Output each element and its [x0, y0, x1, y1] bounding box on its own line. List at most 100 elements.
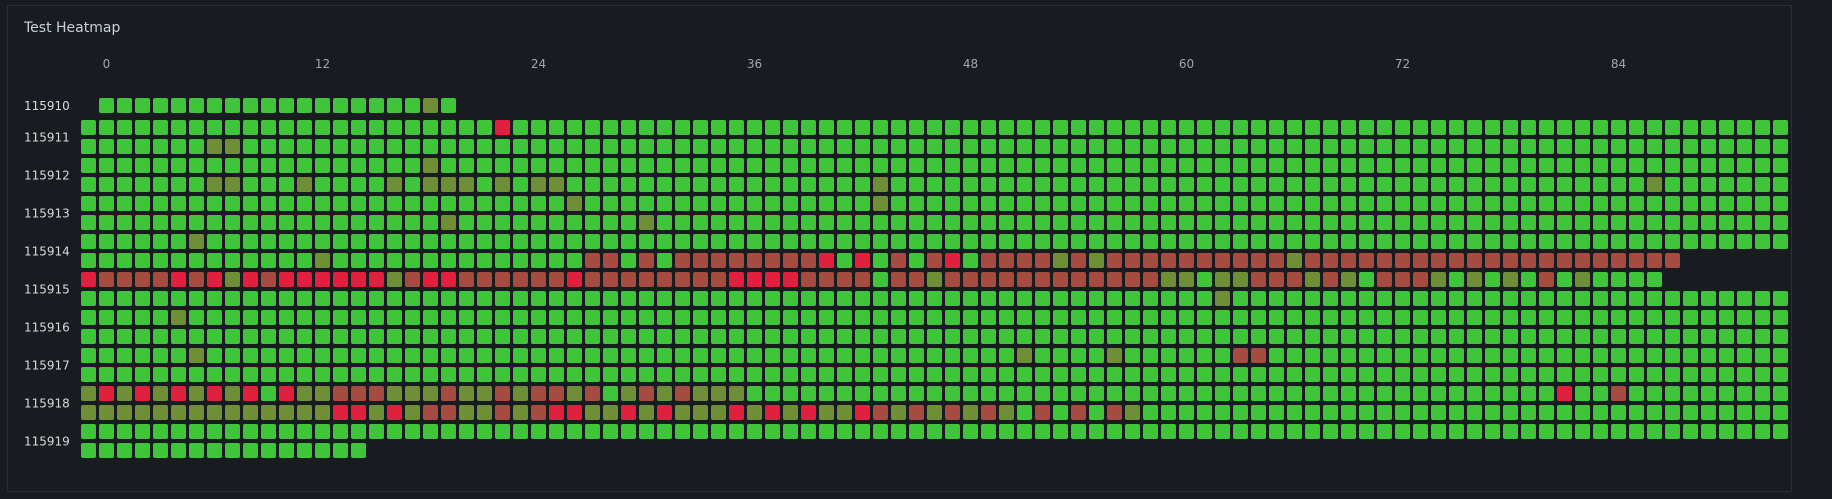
heatmap-cell[interactable] [567, 291, 582, 306]
heatmap-cell[interactable] [603, 139, 618, 154]
heatmap-cell[interactable] [405, 196, 420, 211]
heatmap-cell[interactable] [783, 291, 798, 306]
heatmap-cell[interactable] [477, 424, 492, 439]
heatmap-cell[interactable] [1629, 291, 1644, 306]
heatmap-cell[interactable] [423, 120, 438, 135]
heatmap-cell[interactable] [225, 253, 240, 268]
heatmap-cell[interactable] [567, 215, 582, 230]
heatmap-cell[interactable] [153, 215, 168, 230]
heatmap-cell[interactable] [945, 348, 960, 363]
heatmap-cell[interactable] [1467, 405, 1482, 420]
heatmap-cell[interactable] [1017, 348, 1032, 363]
heatmap-cell[interactable] [99, 443, 114, 458]
heatmap-cell[interactable] [1215, 253, 1230, 268]
heatmap-cell[interactable] [981, 177, 996, 192]
heatmap-cell[interactable] [747, 120, 762, 135]
heatmap-cell[interactable] [153, 272, 168, 287]
heatmap-cell[interactable] [981, 272, 996, 287]
heatmap-cell[interactable] [1215, 196, 1230, 211]
heatmap-cell[interactable] [405, 120, 420, 135]
heatmap-cell[interactable] [297, 424, 312, 439]
heatmap-cell[interactable] [909, 253, 924, 268]
heatmap-cell[interactable] [621, 310, 636, 325]
heatmap-cell[interactable] [999, 405, 1014, 420]
heatmap-cell[interactable] [1161, 196, 1176, 211]
heatmap-cell[interactable] [1071, 424, 1086, 439]
heatmap-cell[interactable] [189, 291, 204, 306]
heatmap-cell[interactable] [1323, 120, 1338, 135]
heatmap-cell[interactable] [1269, 253, 1284, 268]
heatmap-cell[interactable] [693, 139, 708, 154]
heatmap-cell[interactable] [225, 310, 240, 325]
heatmap-cell[interactable] [1143, 291, 1158, 306]
heatmap-cell[interactable] [189, 443, 204, 458]
heatmap-cell[interactable] [1557, 405, 1572, 420]
heatmap-cell[interactable] [1449, 158, 1464, 173]
heatmap-cell[interactable] [1323, 234, 1338, 249]
heatmap-cell[interactable] [783, 329, 798, 344]
heatmap-cell[interactable] [639, 215, 654, 230]
heatmap-cell[interactable] [1197, 367, 1212, 382]
heatmap-cell[interactable] [1503, 272, 1518, 287]
heatmap-cell[interactable] [1521, 158, 1536, 173]
heatmap-cell[interactable] [1341, 158, 1356, 173]
heatmap-cell[interactable] [1053, 291, 1068, 306]
heatmap-cell[interactable] [1017, 196, 1032, 211]
heatmap-cell[interactable] [1341, 215, 1356, 230]
heatmap-cell[interactable] [1143, 386, 1158, 401]
heatmap-cell[interactable] [369, 253, 384, 268]
heatmap-cell[interactable] [873, 272, 888, 287]
heatmap-cell[interactable] [657, 348, 672, 363]
heatmap-cell[interactable] [873, 424, 888, 439]
heatmap-cell[interactable] [369, 215, 384, 230]
heatmap-cell[interactable] [1467, 158, 1482, 173]
heatmap-cell[interactable] [1755, 348, 1770, 363]
heatmap-cell[interactable] [1557, 291, 1572, 306]
heatmap-cell[interactable] [513, 158, 528, 173]
heatmap-cell[interactable] [693, 196, 708, 211]
heatmap-cell[interactable] [1215, 139, 1230, 154]
heatmap-cell[interactable] [405, 291, 420, 306]
heatmap-cell[interactable] [1251, 120, 1266, 135]
heatmap-cell[interactable] [225, 196, 240, 211]
heatmap-cell[interactable] [99, 253, 114, 268]
heatmap-cell[interactable] [711, 196, 726, 211]
heatmap-cell[interactable] [513, 329, 528, 344]
heatmap-cell[interactable] [1521, 177, 1536, 192]
heatmap-cell[interactable] [1251, 215, 1266, 230]
heatmap-cell[interactable] [495, 253, 510, 268]
heatmap-cell[interactable] [423, 310, 438, 325]
heatmap-cell[interactable] [549, 139, 564, 154]
heatmap-cell[interactable] [351, 405, 366, 420]
heatmap-cell[interactable] [1485, 424, 1500, 439]
heatmap-cell[interactable] [189, 386, 204, 401]
heatmap-cell[interactable] [135, 405, 150, 420]
heatmap-cell[interactable] [369, 310, 384, 325]
heatmap-cell[interactable] [1395, 310, 1410, 325]
heatmap-cell[interactable] [801, 139, 816, 154]
heatmap-cell[interactable] [495, 367, 510, 382]
heatmap-cell[interactable] [189, 329, 204, 344]
heatmap-cell[interactable] [189, 348, 204, 363]
heatmap-cell[interactable] [387, 405, 402, 420]
heatmap-cell[interactable] [1233, 291, 1248, 306]
heatmap-cell[interactable] [1143, 405, 1158, 420]
heatmap-cell[interactable] [1143, 272, 1158, 287]
heatmap-cell[interactable] [675, 310, 690, 325]
heatmap-cell[interactable] [297, 367, 312, 382]
heatmap-cell[interactable] [1485, 234, 1500, 249]
heatmap-cell[interactable] [1431, 139, 1446, 154]
heatmap-cell[interactable] [1467, 329, 1482, 344]
heatmap-cell[interactable] [441, 139, 456, 154]
heatmap-cell[interactable] [549, 367, 564, 382]
heatmap-cell[interactable] [1161, 405, 1176, 420]
heatmap-cell[interactable] [1287, 215, 1302, 230]
heatmap-cell[interactable] [423, 139, 438, 154]
heatmap-cell[interactable] [387, 98, 402, 113]
heatmap-cell[interactable] [135, 253, 150, 268]
heatmap-cell[interactable] [1107, 120, 1122, 135]
heatmap-cell[interactable] [1287, 424, 1302, 439]
heatmap-cell[interactable] [819, 329, 834, 344]
heatmap-cell[interactable] [1755, 405, 1770, 420]
heatmap-cell[interactable] [1683, 139, 1698, 154]
